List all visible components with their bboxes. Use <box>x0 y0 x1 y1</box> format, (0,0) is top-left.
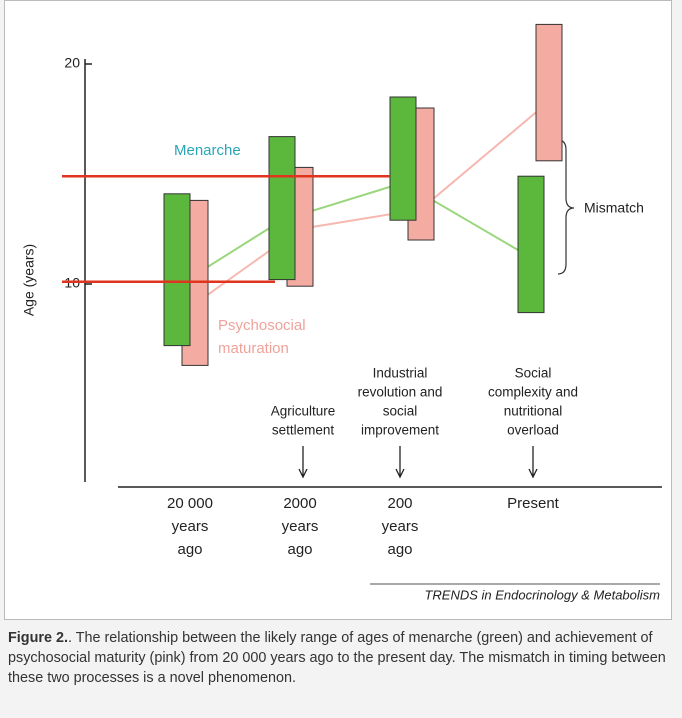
range-bar <box>268 136 296 281</box>
series-line <box>176 181 532 288</box>
series-label: Menarche <box>174 142 241 159</box>
x-tick-label: Present <box>507 495 560 512</box>
series-label: Psychosocial <box>218 317 306 334</box>
caption-label: Figure 2. <box>8 630 68 646</box>
event-label: nutritional <box>504 404 563 419</box>
range-bar <box>517 175 545 314</box>
caption-text: . The relationship between the likely ra… <box>8 630 666 686</box>
event-arrow <box>298 446 308 479</box>
y-axis-label: Age (years) <box>21 244 37 316</box>
x-tick-label: ago <box>387 541 412 558</box>
event-label: complexity and <box>488 385 578 400</box>
range-bar <box>163 193 191 347</box>
event-label: improvement <box>361 423 439 438</box>
event-label: revolution and <box>358 385 443 400</box>
x-tick-label: ago <box>287 541 312 558</box>
event-label: overload <box>507 423 559 438</box>
source: TRENDS in Endocrinology & Metabolism <box>424 587 660 602</box>
event-label: Agriculture <box>271 404 336 419</box>
series-label: maturation <box>218 340 289 357</box>
x-tick-label: 20 000 <box>167 495 213 512</box>
event-label: Industrial <box>373 366 428 381</box>
mismatch-brace <box>557 139 575 275</box>
x-tick-label: years <box>382 518 419 535</box>
chart: Age (years) Mismatch TRENDS in Endocrino… <box>21 23 662 602</box>
x-tick-label: 200 <box>387 495 412 512</box>
caption: Figure 2.. The relationship between the … <box>8 628 672 688</box>
x-tick-label: years <box>172 518 209 535</box>
x-tick-label: ago <box>177 541 202 558</box>
y-tick-label: 20 <box>64 55 80 71</box>
series-line <box>194 100 550 305</box>
x-tick-label: years <box>282 518 319 535</box>
range-bar <box>535 23 563 162</box>
event-arrow <box>528 446 538 479</box>
event-label: settlement <box>272 423 335 438</box>
event-label: Social <box>515 366 552 381</box>
annotation: Mismatch <box>584 200 644 216</box>
event-arrow <box>395 446 405 479</box>
x-tick-label: 2000 <box>283 495 316 512</box>
event-label: social <box>383 404 418 419</box>
range-bar <box>389 96 417 221</box>
